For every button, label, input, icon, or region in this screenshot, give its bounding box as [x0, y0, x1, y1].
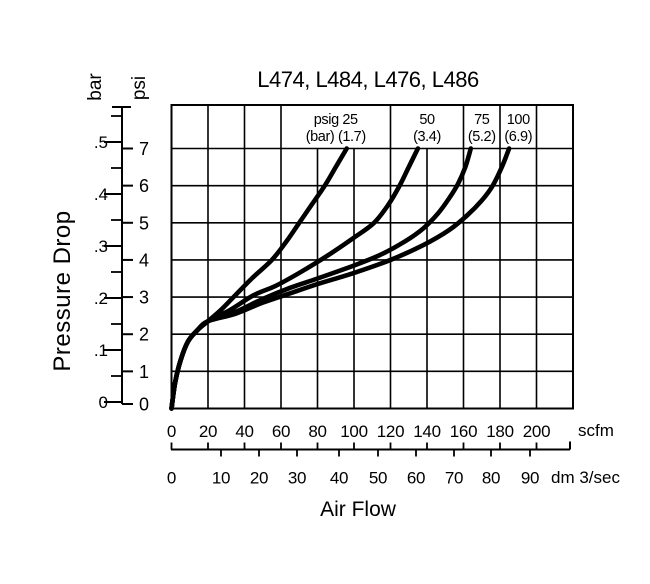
- bar-tick-label: .5: [94, 133, 108, 152]
- scfm-tick-label: 0: [167, 422, 176, 441]
- dm3-sec-unit-label: dm 3/sec: [551, 468, 620, 487]
- psi-tick-label: 0: [139, 395, 149, 415]
- dm3-sec-tick-label: 80: [482, 469, 500, 488]
- bar-unit-label: bar: [85, 73, 106, 101]
- scfm-tick-label: 20: [199, 422, 217, 441]
- psi-tick-label: 3: [139, 288, 149, 308]
- dm3-sec-tick-label: 50: [369, 469, 387, 488]
- pressure-header-line2: (6.9): [504, 129, 532, 145]
- bar-tick-label: .1: [94, 341, 108, 360]
- dm3-sec-tick-label: 60: [407, 469, 425, 488]
- dm3-sec-tick-label: 70: [445, 469, 463, 488]
- bar-tick-label: .2: [94, 289, 108, 308]
- pressure-header-line1: 75: [474, 112, 490, 128]
- psi-tick-label: 2: [139, 325, 149, 345]
- dm3-sec-tick-label: 0: [167, 469, 176, 488]
- pressure-header-line2: (3.4): [413, 129, 441, 145]
- scfm-tick-label: 80: [308, 422, 326, 441]
- curve-psig-100-bar-6-9-: [169, 146, 512, 411]
- pressure-header-line1: psig 25: [314, 112, 358, 128]
- bar-tick-label: 0: [99, 393, 108, 412]
- x-axis-caption: Air Flow: [320, 498, 396, 521]
- scfm-tick-label: 140: [413, 422, 440, 441]
- dm3-sec-tick-label: 30: [288, 469, 306, 488]
- scfm-tick-label: 40: [235, 422, 253, 441]
- dm3-sec-tick-label: 90: [521, 469, 539, 488]
- scfm-tick-label: 60: [272, 422, 290, 441]
- scfm-unit-label: scfm: [578, 421, 614, 440]
- bar-tick-label: .3: [94, 237, 108, 256]
- psi-tick-label: 1: [139, 362, 149, 382]
- scfm-tick-label: 100: [340, 422, 367, 441]
- dm3-sec-tick-label: 20: [250, 469, 268, 488]
- scfm-tick-label: 160: [450, 422, 477, 441]
- chart-title: L474, L484, L476, L486: [257, 67, 479, 92]
- psi-tick-label: 4: [139, 250, 149, 270]
- psi-unit-label: psi: [129, 75, 150, 101]
- pressure-header-line1: 50: [419, 112, 435, 128]
- bar-tick-label: .4: [94, 185, 108, 204]
- plot-border: [170, 104, 574, 410]
- psi-tick-label: 5: [139, 213, 149, 233]
- pressure-header-line1: 100: [507, 112, 530, 128]
- dm3-sec-tick-label: 40: [330, 469, 348, 488]
- scfm-tick-label: 200: [523, 422, 550, 441]
- psi-tick-label: 6: [139, 176, 149, 196]
- scfm-tick-label: 120: [377, 422, 404, 441]
- pressure-header-line2: (5.2): [468, 129, 496, 145]
- y-axis-caption: Pressure Drop: [49, 210, 76, 372]
- psi-tick-label: 7: [139, 139, 149, 159]
- dm3-sec-tick-label: 10: [212, 469, 230, 488]
- pressure-header-line2: (bar) (1.7): [306, 129, 366, 145]
- scfm-tick-label: 180: [486, 422, 513, 441]
